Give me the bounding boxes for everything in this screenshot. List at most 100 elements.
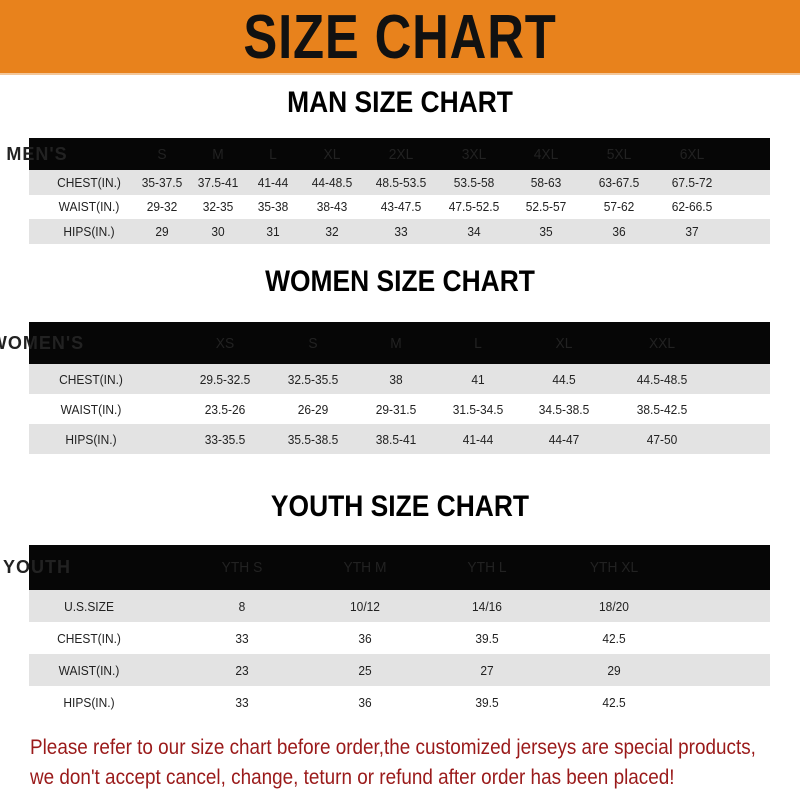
measurement-value: 67.5-72 bbox=[671, 174, 713, 190]
table-row: WAIST(IN.) 23.5-26 26-29 29-31.5 31.5-34.5 34… bbox=[29, 394, 770, 424]
measurement-value: 37 bbox=[685, 223, 699, 239]
measurement-value: 38 bbox=[389, 371, 403, 387]
measurement-value: 44-48.5 bbox=[311, 174, 353, 190]
measurement-label: WAIST(IN.) bbox=[60, 401, 122, 417]
size-header-cell: 3XL bbox=[461, 145, 487, 163]
table-title-cell: YOUTH bbox=[3, 557, 71, 577]
men-table-header: MEN'S S M L XL 2XL 3XL 4XL 5XL 6XL bbox=[6, 138, 770, 170]
measurement-label: WAIST(IN.) bbox=[58, 199, 120, 215]
table-row: CHEST(IN.) 35-37.5 37.5-41 41-44 44-48.5 48.5… bbox=[29, 170, 770, 195]
measurement-value: 33 bbox=[394, 223, 408, 239]
men-section-title: MAN SIZE CHART bbox=[287, 86, 513, 119]
measurement-value: 30 bbox=[211, 223, 225, 239]
table-row: U.S.SIZE 8 10/12 14/16 18/20 bbox=[29, 590, 770, 622]
measurement-value: 58-63 bbox=[530, 174, 562, 190]
size-header-cell: YTH XL bbox=[589, 559, 639, 576]
measurement-value: 44.5 bbox=[552, 371, 576, 387]
measurement-value: 41-44 bbox=[257, 174, 289, 190]
measurement-value: 34.5-38.5 bbox=[538, 401, 590, 417]
table-title-cell: MEN'S bbox=[6, 143, 68, 164]
measurement-value: 42.5 bbox=[602, 694, 626, 710]
size-header-cell: 6XL bbox=[679, 145, 705, 163]
banner-title: SIZE CHART bbox=[243, 3, 557, 72]
measurement-value: 38-43 bbox=[316, 199, 348, 215]
measurement-value: 31.5-34.5 bbox=[452, 401, 504, 417]
table-row: WAIST(IN.) 29-32 32-35 35-38 38-43 43-47.5 47.… bbox=[29, 194, 770, 219]
size-header-cell: XL bbox=[555, 334, 573, 352]
measurement-value: 31 bbox=[266, 223, 280, 239]
measurement-value: 39.5 bbox=[475, 694, 499, 710]
measurement-value: 37.5-41 bbox=[197, 174, 239, 190]
size-header-cell: XXL bbox=[648, 334, 676, 352]
measurement-value: 47.5-52.5 bbox=[448, 199, 500, 215]
measurement-label: WAIST(IN.) bbox=[58, 662, 120, 678]
measurement-value: 33 bbox=[235, 694, 249, 710]
measurement-value: 39.5 bbox=[475, 630, 499, 646]
measurement-value: 44.5-48.5 bbox=[636, 371, 688, 387]
measurement-value: 36 bbox=[358, 630, 372, 646]
measurement-value: 23.5-26 bbox=[204, 401, 246, 417]
size-header-cell: L bbox=[269, 145, 277, 163]
measurement-value: 43-47.5 bbox=[380, 199, 422, 215]
measurement-value: 52.5-57 bbox=[525, 199, 567, 215]
measurement-value: 29 bbox=[607, 662, 621, 678]
measurement-value: 32-35 bbox=[202, 199, 234, 215]
measurement-value: 36 bbox=[612, 223, 626, 239]
measurement-value: 18/20 bbox=[599, 598, 629, 614]
size-header-cell: L bbox=[474, 334, 482, 352]
size-header-cell: S bbox=[308, 334, 318, 352]
table-row: CHEST(IN.) 33 36 39.5 42.5 bbox=[29, 622, 770, 654]
measurement-value: 35.5-38.5 bbox=[287, 431, 339, 447]
measurement-value: 42.5 bbox=[602, 630, 626, 646]
measurement-value: 62-66.5 bbox=[671, 199, 713, 215]
measurement-value: 36 bbox=[358, 694, 372, 710]
measurement-value: 14/16 bbox=[472, 598, 502, 614]
measurement-value: 41 bbox=[471, 371, 485, 387]
measurement-value: 29-31.5 bbox=[375, 401, 417, 417]
measurement-label: HIPS(IN.) bbox=[63, 223, 115, 239]
measurement-label: CHEST(IN.) bbox=[57, 630, 121, 646]
measurement-value: 32.5-35.5 bbox=[287, 371, 339, 387]
measurement-value: 33-35.5 bbox=[204, 431, 246, 447]
size-header-cell: YTH L bbox=[467, 559, 507, 576]
size-header-cell: YTH S bbox=[221, 559, 263, 576]
size-header-cell: M bbox=[390, 334, 402, 352]
table-title-cell: WOMEN'S bbox=[0, 332, 85, 353]
men-size-table: MEN'S S M L XL 2XL 3XL 4XL 5XL 6XL CHEST(IN.) 35-37… bbox=[6, 138, 770, 244]
measurement-value: 26-29 bbox=[297, 401, 329, 417]
youth-size-table: YOUTH YTH S YTH M YTH L YTH XL U.S.SIZE 8 10/12… bbox=[3, 545, 770, 718]
measurement-label: HIPS(IN.) bbox=[63, 694, 115, 710]
measurement-label: U.S.SIZE bbox=[64, 598, 114, 614]
measurement-value: 27 bbox=[480, 662, 494, 678]
measurement-value: 23 bbox=[235, 662, 249, 678]
measurement-label: HIPS(IN.) bbox=[65, 431, 117, 447]
size-header-cell: 2XL bbox=[388, 145, 414, 163]
size-header-cell: XL bbox=[323, 145, 341, 163]
measurement-value: 35-37.5 bbox=[141, 174, 183, 190]
women-section-title: WOMEN SIZE CHART bbox=[265, 265, 535, 298]
table-row: CHEST(IN.) 29.5-32.5 32.5-35.5 38 41 44.5 44.5… bbox=[29, 364, 770, 394]
measurement-value: 25 bbox=[358, 662, 372, 678]
order-notice: Please refer to our size chart before or… bbox=[30, 733, 800, 793]
order-notice-line-2: we don't accept cancel, change, teturn o… bbox=[30, 766, 675, 789]
women-size-table: WOMEN'S XS S M L XL XXL CHEST(IN.) 29.5-32.5 32.5… bbox=[0, 322, 770, 454]
size-header-cell: S bbox=[157, 145, 167, 163]
measurement-value: 35 bbox=[539, 223, 553, 239]
measurement-label: CHEST(IN.) bbox=[59, 371, 123, 387]
measurement-value: 41-44 bbox=[462, 431, 494, 447]
size-header-cell: 4XL bbox=[533, 145, 559, 163]
measurement-value: 29.5-32.5 bbox=[199, 371, 251, 387]
measurement-value: 38.5-41 bbox=[375, 431, 417, 447]
size-header-cell: 5XL bbox=[606, 145, 632, 163]
order-notice-line-1: Please refer to our size chart before or… bbox=[30, 736, 756, 759]
table-row: WAIST(IN.) 23 25 27 29 bbox=[29, 654, 770, 686]
measurement-label: CHEST(IN.) bbox=[57, 174, 121, 190]
size-header-cell: XS bbox=[215, 334, 235, 352]
measurement-value: 29-32 bbox=[146, 199, 178, 215]
measurement-value: 33 bbox=[235, 630, 249, 646]
measurement-value: 10/12 bbox=[350, 598, 380, 614]
measurement-value: 32 bbox=[325, 223, 339, 239]
size-header-cell: M bbox=[212, 145, 224, 163]
table-row: HIPS(IN.) 33-35.5 35.5-38.5 38.5-41 41-44 44-… bbox=[29, 424, 770, 454]
size-header-cell: YTH M bbox=[343, 559, 387, 576]
